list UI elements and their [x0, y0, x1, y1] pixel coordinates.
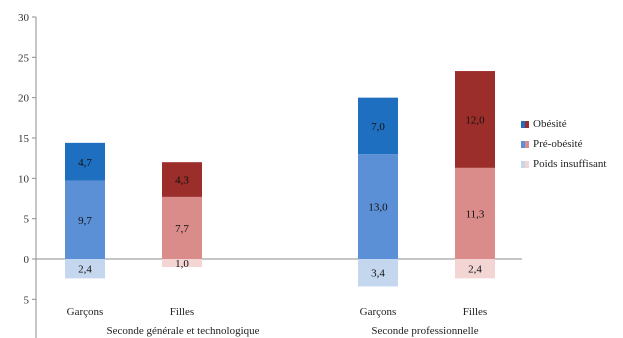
legend-swatch-pre-obesite-girls: [525, 140, 529, 148]
data-label-poids-insuffisant: 2,4: [468, 264, 482, 276]
legend-item-poids-insuffisant: Poids insuffisant: [521, 156, 623, 172]
data-label-obesite: 12,0: [465, 114, 485, 126]
x-category-label: Filles: [463, 306, 487, 318]
bar-obesite: [65, 142, 105, 181]
data-label-poids-insuffisant: 1,0: [175, 258, 189, 270]
y-tick-label: 5: [24, 294, 30, 306]
bar-poids-insuffisant: [65, 259, 105, 279]
legend-swatch-poids-insuffisant-boys: [521, 160, 525, 168]
x-category-label: Garçons: [67, 306, 104, 318]
data-label-poids-insuffisant: 3,4: [371, 268, 385, 280]
data-label-pre-obesite: 7,7: [175, 223, 189, 235]
bar-pre-obesite: [358, 154, 398, 259]
bar-pre-obesite: [455, 167, 495, 259]
y-tick-label: 0: [24, 254, 30, 266]
bar-poids-insuffisant: [358, 259, 398, 287]
data-label-pre-obesite: 11,3: [466, 208, 485, 220]
bar-obesite: [162, 162, 202, 197]
bar-obesite: [358, 97, 398, 155]
data-label-poids-insuffisant: 2,4: [78, 264, 92, 276]
legend-swatch-obesite-girls: [525, 120, 529, 128]
legend: Obésité Pré-obésité Poids insuffisant: [521, 116, 623, 176]
y-tick-label: 30: [18, 12, 30, 24]
bar-pre-obesite: [162, 196, 202, 259]
data-label-obesite: 4,3: [175, 175, 189, 187]
legend-swatch-obesite-boys: [521, 120, 525, 128]
data-label-pre-obesite: 9,7: [78, 215, 92, 227]
legend-swatch-poids-insuffisant-girls: [525, 160, 529, 168]
legend-item-obesite: Obésité: [521, 116, 623, 132]
x-category-label: Garçons: [360, 306, 397, 318]
x-group-label: Seconde générale et technologique: [106, 325, 259, 337]
bar-pre-obesite: [65, 180, 105, 259]
legend-swatch-pre-obesite-boys: [521, 140, 525, 148]
data-label-obesite: 7,0: [371, 121, 385, 133]
axes: 30 25 20 15 10 5 0 5: [18, 12, 522, 338]
data-label-pre-obesite: 13,0: [368, 202, 388, 214]
bar-poids-insuffisant: [162, 259, 202, 268]
legend-label-poids-insuffisant: Poids insuffisant: [533, 158, 607, 170]
y-tick-label: 25: [18, 52, 30, 64]
bar-poids-insuffisant: [455, 259, 495, 279]
labels: 2,4 9,7 4,7 Garçons 1,0 7,7 4,3 Filles Seconde g…: [67, 114, 488, 337]
bars: [65, 71, 495, 287]
legend-label-pre-obesite: Pré-obésité: [533, 138, 583, 150]
y-tick-label: 5: [24, 214, 30, 226]
y-tick-label: 15: [18, 133, 30, 145]
bar-obesite: [455, 71, 495, 168]
legend-label-obesite: Obésité: [533, 118, 567, 130]
legend-item-pre-obesite: Pré-obésité: [521, 136, 623, 152]
data-label-obesite: 4,7: [78, 157, 92, 169]
x-category-label: Filles: [170, 306, 194, 318]
x-group-label: Seconde professionnelle: [371, 325, 478, 337]
y-tick-label: 20: [18, 93, 30, 105]
y-tick-label: 10: [18, 173, 30, 185]
